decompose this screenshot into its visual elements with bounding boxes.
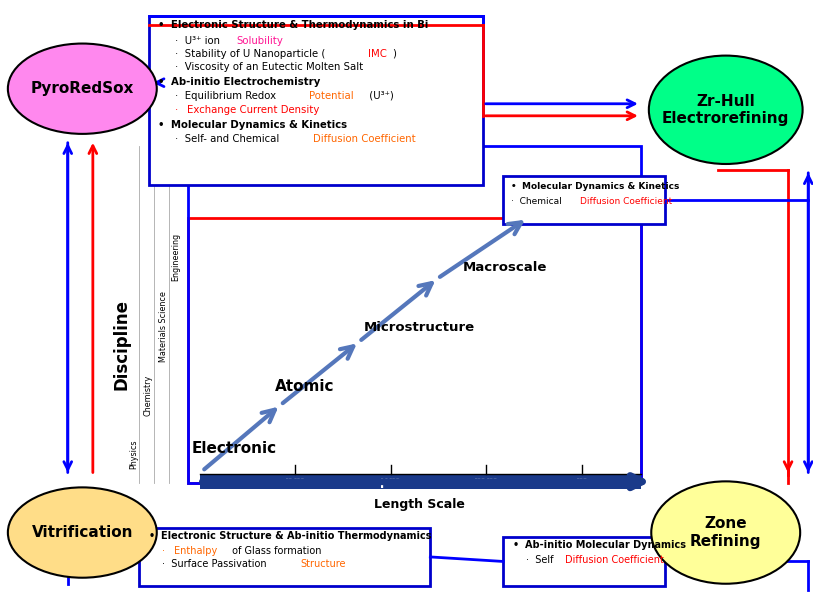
Text: Length Scale: Length Scale	[374, 498, 465, 511]
Text: •: •	[149, 531, 159, 541]
Text: m: m	[576, 475, 588, 488]
Text: ·  U³⁺ ion: · U³⁺ ion	[175, 36, 223, 45]
Text: Electronic Structure & Ab-initio Thermodynamics: Electronic Structure & Ab-initio Thermod…	[161, 531, 432, 541]
Text: ·  Chemical: · Chemical	[511, 197, 565, 206]
Text: nm: nm	[285, 475, 306, 488]
Text: of Glass formation: of Glass formation	[229, 546, 322, 555]
Text: ·  Viscosity of an Eutectic Molten Salt: · Viscosity of an Eutectic Molten Salt	[175, 62, 363, 72]
Text: Zone
Refining: Zone Refining	[690, 516, 762, 549]
FancyBboxPatch shape	[149, 16, 483, 185]
Text: Ab-initio Molecular Dynamics: Ab-initio Molecular Dynamics	[525, 540, 686, 549]
Ellipse shape	[649, 56, 802, 164]
Text: Electronic Structure & Thermodynamics in Bi: Electronic Structure & Thermodynamics in…	[172, 21, 428, 30]
Text: Physics: Physics	[128, 439, 138, 469]
Text: Materials Science: Materials Science	[159, 291, 167, 362]
Text: Enthalpy: Enthalpy	[173, 546, 217, 555]
Text: Engineering: Engineering	[172, 234, 180, 281]
Ellipse shape	[8, 488, 157, 578]
Text: PyroRedSox: PyroRedSox	[31, 81, 134, 96]
Text: Discipline: Discipline	[112, 299, 130, 390]
Ellipse shape	[8, 44, 157, 134]
Text: ·  Self: · Self	[526, 555, 556, 564]
Text: •: •	[159, 77, 168, 87]
Text: Atomic: Atomic	[275, 379, 334, 394]
Text: Potential: Potential	[309, 91, 354, 101]
Text: IMC: IMC	[367, 49, 387, 59]
Text: Vitrification: Vitrification	[32, 525, 133, 540]
FancyBboxPatch shape	[200, 474, 641, 489]
Text: ·: ·	[175, 105, 185, 115]
FancyBboxPatch shape	[503, 176, 665, 224]
Text: Microstructure: Microstructure	[364, 321, 475, 335]
Text: Chemistry: Chemistry	[143, 375, 152, 416]
Text: Molecular Dynamics & Kinetics: Molecular Dynamics & Kinetics	[523, 182, 680, 191]
Text: •: •	[159, 120, 168, 131]
Text: Diffusion Coefficient: Diffusion Coefficient	[565, 555, 664, 564]
Text: ·: ·	[162, 546, 171, 555]
Text: Ab-initio Electrochemistry: Ab-initio Electrochemistry	[172, 77, 320, 87]
Text: ): )	[392, 49, 396, 59]
Text: •: •	[159, 21, 168, 30]
Text: Diffusion Coefficient: Diffusion Coefficient	[580, 197, 672, 206]
FancyBboxPatch shape	[503, 537, 665, 586]
Text: Exchange Current Density: Exchange Current Density	[187, 105, 320, 115]
Text: •: •	[511, 182, 520, 191]
Text: Solubility: Solubility	[237, 36, 284, 45]
Text: μm: μm	[380, 475, 401, 488]
FancyBboxPatch shape	[139, 528, 430, 586]
Ellipse shape	[651, 482, 800, 584]
Text: Structure: Structure	[300, 560, 346, 569]
Text: Diffusion Coefficient: Diffusion Coefficient	[313, 134, 415, 145]
Text: Zr-Hull
Electrorefining: Zr-Hull Electrorefining	[662, 94, 789, 126]
Text: ·  Stability of U Nanoparticle (: · Stability of U Nanoparticle (	[175, 49, 325, 59]
Text: ·  Surface Passivation: · Surface Passivation	[162, 560, 269, 569]
Text: Electronic: Electronic	[192, 441, 276, 456]
Text: mm: mm	[474, 475, 498, 488]
Text: Macroscale: Macroscale	[463, 261, 547, 274]
Text: •: •	[513, 540, 523, 549]
Text: ·  Self- and Chemical: · Self- and Chemical	[175, 134, 282, 145]
Text: ·  Equilibrium Redox: · Equilibrium Redox	[175, 91, 279, 101]
Text: (U³⁺): (U³⁺)	[366, 91, 393, 101]
Text: Molecular Dynamics & Kinetics: Molecular Dynamics & Kinetics	[172, 120, 347, 131]
